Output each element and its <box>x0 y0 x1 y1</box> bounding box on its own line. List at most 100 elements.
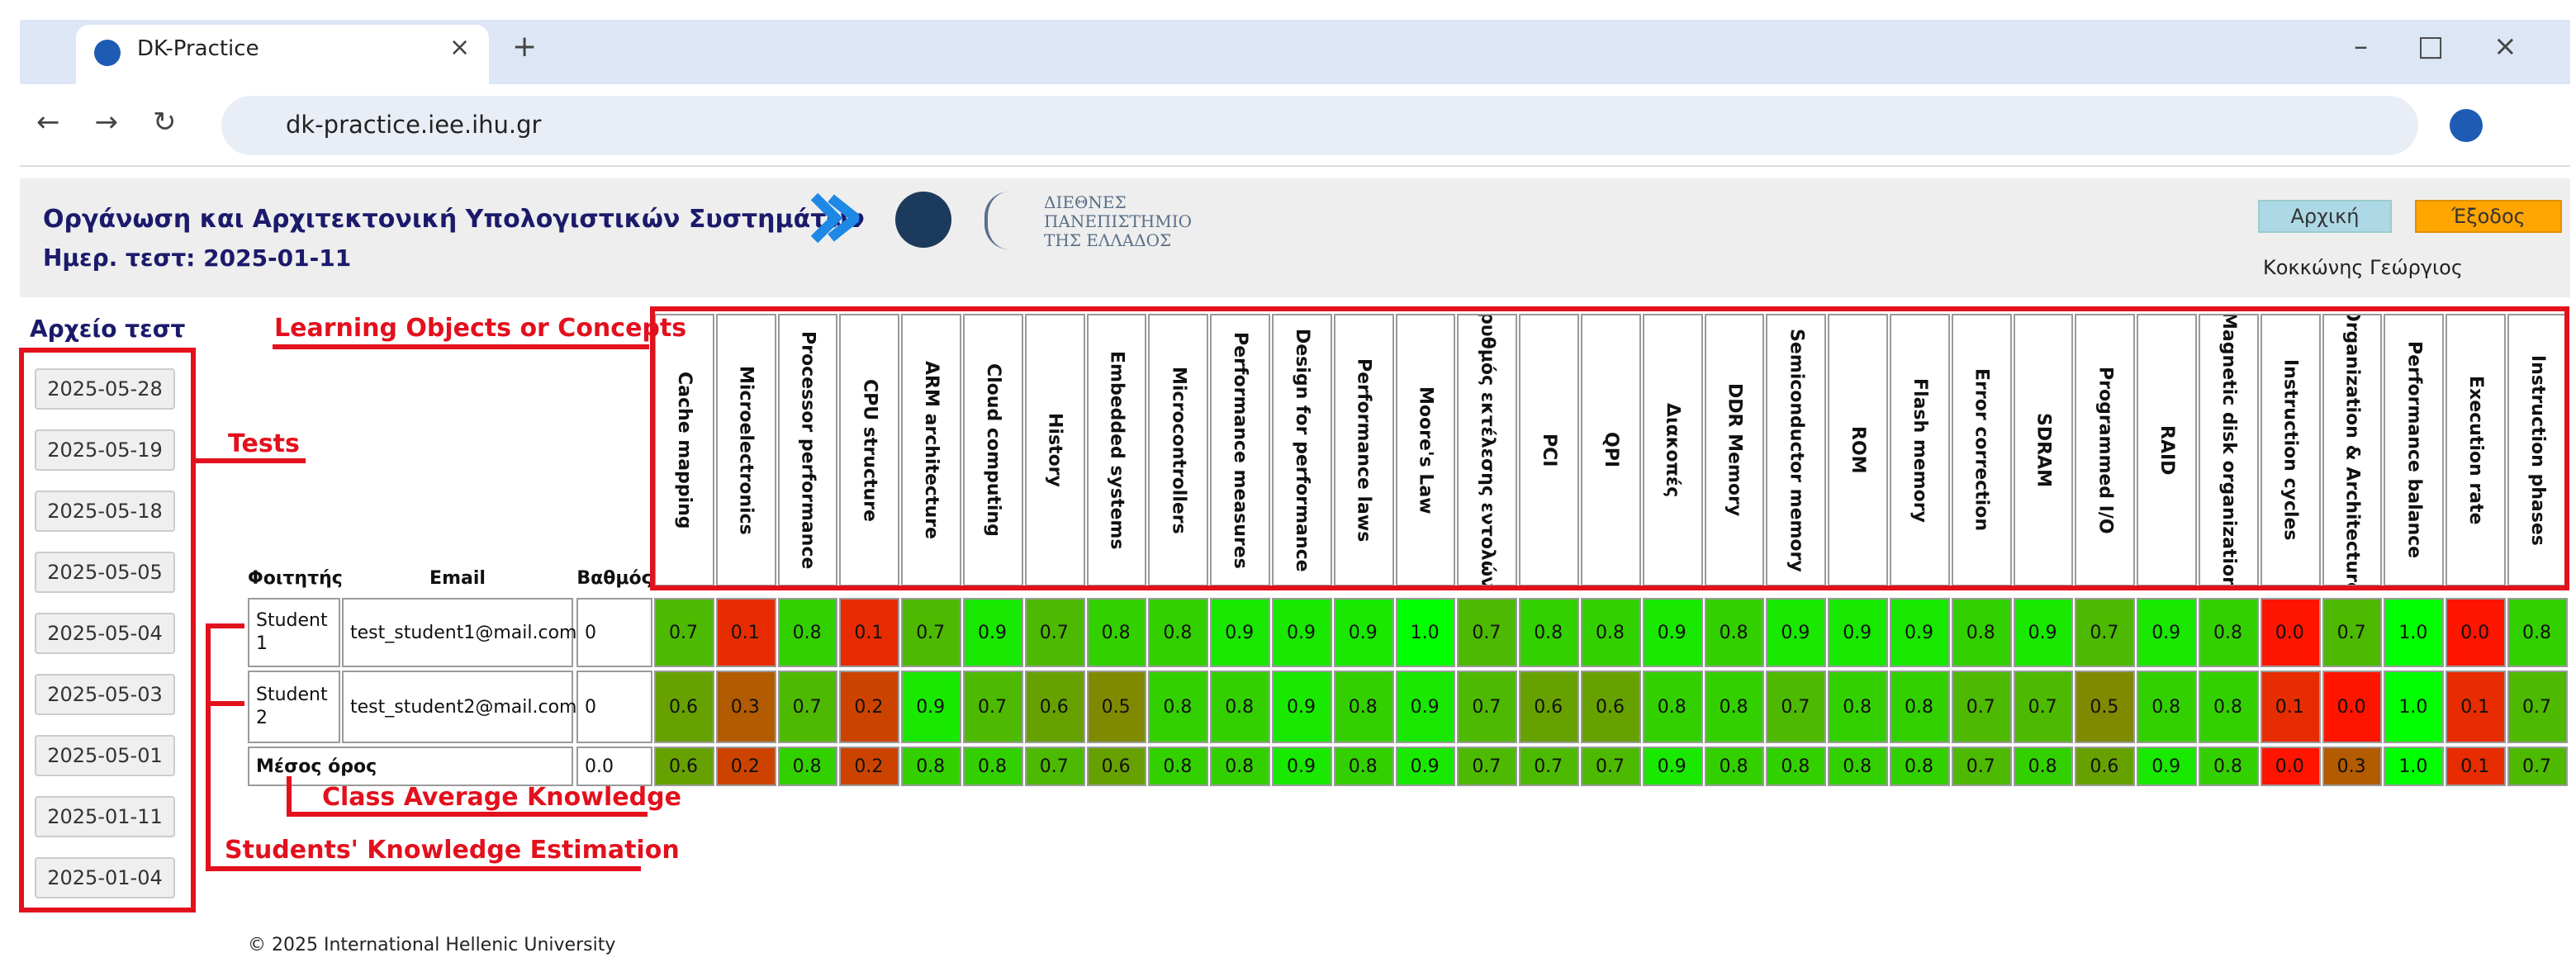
column-header: Email <box>429 568 486 589</box>
test-button[interactable]: 2025-05-01 <box>35 735 175 776</box>
knowledge-cell: 0.7 <box>963 671 1023 743</box>
profile-icon[interactable] <box>2450 109 2483 142</box>
test-button[interactable]: 2025-05-28 <box>35 368 175 410</box>
concept-header: Cloud computing <box>963 314 1023 586</box>
concept-header: Microcontrollers <box>1148 314 1209 586</box>
test-button[interactable]: 2025-05-18 <box>35 491 175 532</box>
knowledge-cell: 0.7 <box>1024 598 1085 667</box>
user-name: Κοκκώνης Γεώργιος <box>2263 256 2463 279</box>
test-button[interactable]: 2025-05-03 <box>35 674 175 715</box>
concept-header: Moore's Law <box>1395 314 1456 586</box>
knowledge-cell: 0.8 <box>2199 598 2259 667</box>
knowledge-cell: 0.8 <box>777 598 838 667</box>
knowledge-cell: 0.3 <box>2322 747 2383 786</box>
knowledge-cell: 0.3 <box>715 671 776 743</box>
knowledge-cell: 0.0 <box>2322 671 2383 743</box>
logo-line: ΠΑΝΕΠΙΣΤΗΜΙΟ <box>1044 211 1193 231</box>
concept-header: Processor performance <box>777 314 838 586</box>
knowledge-cell: 0.8 <box>2507 598 2568 667</box>
test-button[interactable]: 2025-01-11 <box>35 796 175 837</box>
knowledge-cell: 0.5 <box>2075 671 2136 743</box>
knowledge-cell: 0.6 <box>654 747 714 786</box>
tab-icon <box>94 40 121 66</box>
logo-text: ΔΙΕΘΝΕΣ ΠΑΝΕΠΙΣΤΗΜΙΟ ΤΗΣ ΕΛΛΑΔΟΣ <box>1044 193 1192 250</box>
knowledge-cell: 1.0 <box>2384 747 2445 786</box>
test-button[interactable]: 2025-05-04 <box>35 613 175 654</box>
knowledge-cell: 0.7 <box>1766 671 1827 743</box>
concepts-box <box>650 306 2569 590</box>
knowledge-cell: 0.7 <box>2322 598 2383 667</box>
tab[interactable] <box>76 25 489 84</box>
nav-buttons[interactable]: ←→↻ <box>36 106 211 139</box>
knowledge-cell: 0.9 <box>1642 747 1703 786</box>
new-tab[interactable]: + <box>512 30 538 64</box>
knowledge-cell: 0.7 <box>1951 747 2012 786</box>
knowledge-cell: 0.8 <box>2013 747 2074 786</box>
tests-box <box>19 348 196 912</box>
window-controls[interactable]: –□× <box>2354 30 2567 63</box>
knowledge-cell: 0.6 <box>1086 747 1147 786</box>
knowledge-cell: 0.7 <box>2075 598 2136 667</box>
concept-header: Organization & Architecture <box>2322 314 2383 586</box>
knowledge-cell: 0.9 <box>1642 598 1703 667</box>
knowledge-cell: 0.8 <box>1210 747 1270 786</box>
knowledge-cell: 0.8 <box>1890 671 1950 743</box>
average-pointer <box>287 776 648 817</box>
student-email: test_student1@mail.com <box>342 598 576 667</box>
knowledge-cell: 0.9 <box>1272 747 1332 786</box>
knowledge-cell: 0.8 <box>1704 598 1765 667</box>
knowledge-cell: 0.0 <box>2260 747 2321 786</box>
tab-close[interactable]: × <box>449 33 471 62</box>
concept-header: Execution rate <box>2446 314 2506 586</box>
knowledge-cell: 0.8 <box>901 747 961 786</box>
concept-header: Microelectronics <box>715 314 776 586</box>
knowledge-cell: 0.9 <box>1766 598 1827 667</box>
concept-header: CPU structure <box>839 314 900 586</box>
knowledge-cell: 0.8 <box>1148 671 1209 743</box>
test-button[interactable]: 2025-05-05 <box>35 552 175 593</box>
knowledge-cell: 0.1 <box>2446 671 2506 743</box>
knowledge-cell: 0.8 <box>1766 747 1827 786</box>
concept-header: QPI <box>1581 314 1641 586</box>
knowledge-cell: 0.7 <box>2507 747 2568 786</box>
knowledge-cell: 0.8 <box>777 747 838 786</box>
knowledge-cell: 0.6 <box>1519 671 1579 743</box>
knowledge-cell: 0.8 <box>2199 747 2259 786</box>
knowledge-cell: 0.1 <box>2446 747 2506 786</box>
knowledge-cell: 0.6 <box>1024 671 1085 743</box>
knowledge-cell: 0.8 <box>2137 671 2197 743</box>
knowledge-cell: 0.9 <box>1272 598 1332 667</box>
concept-header: ρυθμός εκτέλεσης εντολών <box>1457 314 1518 586</box>
test-button[interactable]: 2025-01-04 <box>35 857 175 898</box>
knowledge-cell: 0.6 <box>1581 671 1641 743</box>
test-button[interactable]: 2025-05-19 <box>35 429 175 471</box>
knowledge-cell: 0.8 <box>1951 598 2012 667</box>
knowledge-cell: 0.8 <box>1148 598 1209 667</box>
address-bar[interactable] <box>221 96 2418 155</box>
logo-circle <box>895 192 951 248</box>
concept-header: Error correction <box>1951 314 2012 586</box>
knowledge-cell: 0.2 <box>715 747 776 786</box>
knowledge-cell: 0.7 <box>1457 747 1518 786</box>
knowledge-cell: 0.7 <box>901 598 961 667</box>
concept-header: ROM <box>1828 314 1888 586</box>
annotation: Class Average Knowledge <box>322 783 681 812</box>
annotation: Students' Knowledge Estimation <box>225 836 680 865</box>
concept-header: Embedded systems <box>1086 314 1147 586</box>
logout-button[interactable]: Έξοδος <box>2415 200 2562 233</box>
concept-header: Programmed I/O <box>2075 314 2136 586</box>
home-button[interactable]: Αρχική <box>2258 200 2392 233</box>
knowledge-cell: 0.7 <box>2507 671 2568 743</box>
course-title: Οργάνωση και Αρχιτεκτονική Υπολογιστικών… <box>43 205 865 234</box>
knowledge-cell: 0.0 <box>2260 598 2321 667</box>
knowledge-cell: 0.8 <box>1148 747 1209 786</box>
knowledge-cell: 0.9 <box>2137 747 2197 786</box>
knowledge-cell: 0.7 <box>1457 598 1518 667</box>
knowledge-cell: 0.9 <box>2137 598 2197 667</box>
knowledge-cell: 0.7 <box>2013 671 2074 743</box>
knowledge-cell: 0.8 <box>1642 671 1703 743</box>
knowledge-cell: 0.8 <box>1519 598 1579 667</box>
grade: 0.0 <box>576 747 652 786</box>
concept-header: Διακοπές <box>1642 314 1703 586</box>
